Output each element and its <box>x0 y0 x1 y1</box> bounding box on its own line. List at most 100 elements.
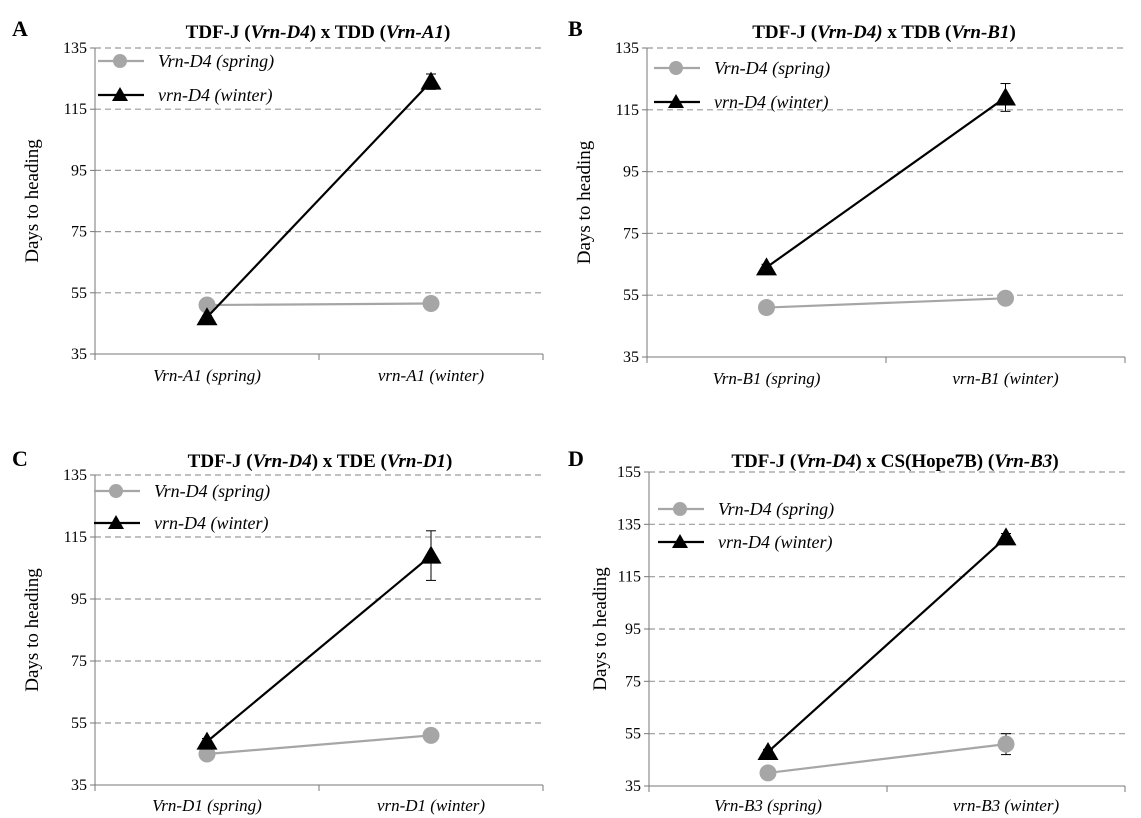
line-vrn-d4-spring <box>206 734 432 756</box>
y-tick-label: 75 <box>623 225 639 242</box>
chart-title-segment: x TDB ( <box>883 22 952 43</box>
y-axis-title: Days to heading <box>574 140 595 264</box>
y-tick-label: 75 <box>71 224 87 241</box>
series-vrn-d4-winter <box>196 530 442 750</box>
y-tick-label: 55 <box>625 726 641 743</box>
x-tick-label: vrn-B1 (winter) <box>952 369 1059 388</box>
y-tick-label: 95 <box>625 621 641 638</box>
y-tick-label: 35 <box>625 778 641 795</box>
chart-title-segment: Vrn-B3 <box>994 451 1052 472</box>
chart-title-segment: Vrn-D1 <box>387 451 446 472</box>
legend-label: Vrn-D4 (spring) <box>714 58 830 79</box>
data-point-vrn-d4-spring <box>422 295 440 313</box>
y-tick-label: 135 <box>63 40 87 57</box>
y-tick-label: 135 <box>63 467 87 484</box>
x-tick-label: vrn-B3 (winter) <box>953 796 1060 815</box>
panel-letter: D <box>568 446 584 471</box>
line-vrn-d4-spring <box>766 297 1006 309</box>
data-point-vrn-d4-winter <box>995 527 1017 546</box>
legend: Vrn-D4 (spring) vrn-D4 (winter) <box>98 51 274 106</box>
legend-marker-vrn-d4-spring <box>113 54 127 68</box>
x-tick-label: Vrn-B1 (spring) <box>713 369 821 388</box>
data-point-vrn-d4-winter <box>756 257 777 276</box>
line-vrn-d4-winter <box>765 96 1007 269</box>
y-tick-label: 115 <box>618 569 641 586</box>
chart-title-segment: ) <box>1052 451 1058 472</box>
chart-panel-a: 35 55 75 95 115 135 Vrn-A1 (spring) vrn-A1 (win… <box>12 16 544 385</box>
chart-panel-d: 35 55 75 95 115 135 155 Vrn-B3 (spring) vrn-B3 (… <box>568 446 1126 815</box>
x-tick-label: vrn-D1 (winter) <box>377 796 485 815</box>
data-point-vrn-d4-winter <box>196 731 218 750</box>
chart-title: TDF-J (Vrn-D4) x TDB (Vrn-B1) <box>752 22 1016 43</box>
legend-label: vrn-D4 (winter) <box>158 85 272 106</box>
line-vrn-d4-winter <box>206 554 432 743</box>
line-vrn-d4-winter <box>767 536 1007 753</box>
legend-label: Vrn-D4 (spring) <box>718 499 834 520</box>
chart-title-segment: Vrn-A1 <box>386 22 444 43</box>
panel-letter: A <box>12 16 28 41</box>
y-tick-label: 35 <box>623 349 639 366</box>
legend-label: vrn-D4 (winter) <box>154 513 268 534</box>
y-tick-label: 75 <box>625 673 641 690</box>
series-vrn-d4-spring <box>198 295 440 314</box>
legend-marker-vrn-d4-spring <box>109 484 123 498</box>
data-point-vrn-d4-spring <box>198 745 216 763</box>
y-tick-label: 55 <box>623 287 639 304</box>
data-point-vrn-d4-winter <box>196 307 218 326</box>
x-tick-label: Vrn-A1 (spring) <box>153 366 261 385</box>
chart-title-segment: TDF-J ( <box>188 451 253 472</box>
y-tick-label: 135 <box>615 40 639 57</box>
data-point-vrn-d4-spring <box>759 764 777 782</box>
y-tick-label: 115 <box>64 101 87 118</box>
legend-label: Vrn-D4 (spring) <box>154 481 270 502</box>
y-tick-label: 155 <box>617 464 641 481</box>
legend-marker-vrn-d4-spring <box>673 502 687 516</box>
chart-title-segment: TDF-J ( <box>186 22 251 43</box>
y-tick-label: 95 <box>623 164 639 181</box>
chart-title-segment: ) <box>444 22 450 43</box>
data-point-vrn-d4-spring <box>997 735 1015 753</box>
x-tick-label: Vrn-D1 (spring) <box>152 796 262 815</box>
chart-title-segment: Vrn-D4) <box>817 22 882 43</box>
legend: Vrn-D4 (spring) vrn-D4 (winter) <box>654 58 830 113</box>
legend: Vrn-D4 (spring) vrn-D4 (winter) <box>658 499 834 553</box>
y-tick-label: 115 <box>64 529 87 546</box>
y-axis-title: Days to heading <box>22 568 43 692</box>
legend-label: Vrn-D4 (spring) <box>158 51 274 72</box>
chart-title-segment: ) x TDD ( <box>310 22 386 43</box>
legend-label: vrn-D4 (winter) <box>718 532 832 553</box>
chart-title-segment: Vrn-D4 <box>253 451 312 472</box>
data-point-vrn-d4-winter <box>420 545 442 564</box>
series-vrn-d4-winter <box>196 71 442 326</box>
data-point-vrn-d4-spring <box>758 299 775 317</box>
data-point-vrn-d4-winter <box>420 71 442 90</box>
data-point-vrn-d4-spring <box>198 296 216 314</box>
data-point-vrn-d4-spring <box>422 726 440 744</box>
series-vrn-d4-winter <box>756 83 1016 276</box>
chart-title-segment: TDF-J ( <box>752 22 817 43</box>
legend-marker-vrn-d4-winter <box>112 87 128 101</box>
series-vrn-d4-spring <box>758 289 1014 317</box>
line-vrn-d4-winter <box>206 80 432 319</box>
data-point-vrn-d4-spring <box>997 289 1014 307</box>
chart-title-segment: Vrn-D4 <box>796 451 855 472</box>
series-vrn-d4-spring <box>759 733 1015 782</box>
y-tick-label: 55 <box>71 285 87 302</box>
chart-title-segment: Vrn-D4 <box>251 22 310 43</box>
y-tick-label: 35 <box>71 777 87 794</box>
legend-label: vrn-D4 (winter) <box>714 92 828 113</box>
data-point-vrn-d4-winter <box>995 87 1016 106</box>
series-vrn-d4-spring <box>198 726 440 763</box>
data-point-vrn-d4-winter <box>757 741 779 760</box>
chart-title-segment: ) x TDE ( <box>312 451 387 472</box>
legend-marker-vrn-d4-spring <box>669 61 683 75</box>
panel-letter: C <box>12 446 28 471</box>
x-tick-label: vrn-A1 (winter) <box>378 366 485 385</box>
chart-title: TDF-J (Vrn-D4) x TDD (Vrn-A1) <box>186 22 451 43</box>
x-tick-label: Vrn-B3 (spring) <box>714 796 822 815</box>
chart-title-segment: Vrn-B1 <box>951 22 1009 43</box>
y-tick-label: 95 <box>71 162 87 179</box>
y-tick-label: 35 <box>71 346 87 363</box>
y-axis-title: Days to heading <box>590 567 611 691</box>
